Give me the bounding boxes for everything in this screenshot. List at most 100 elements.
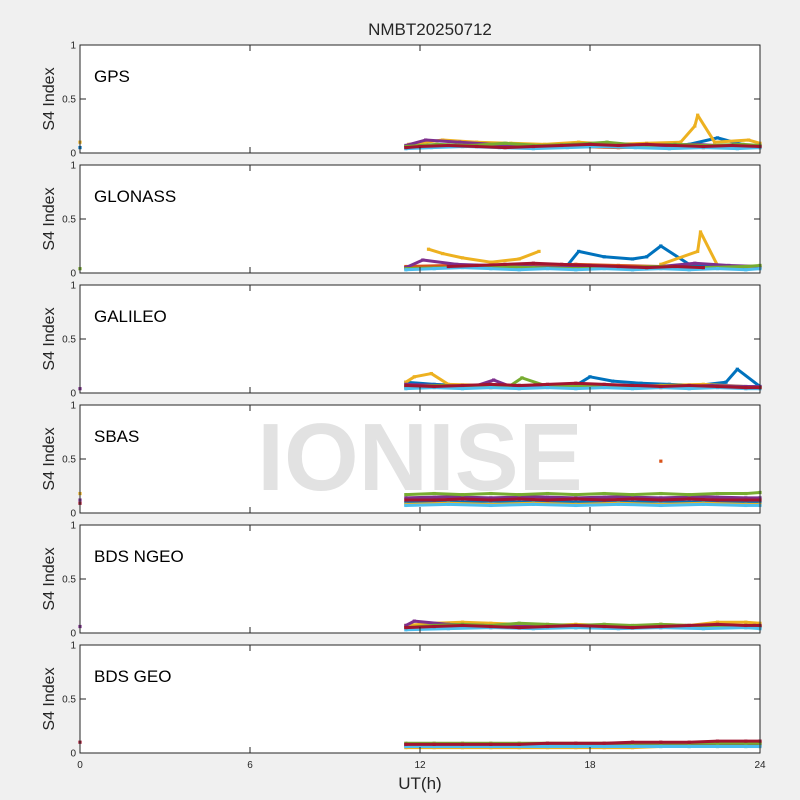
series-trace: [533, 502, 576, 507]
series-trace: [490, 265, 534, 270]
data-point: [446, 264, 450, 269]
series-trace: [519, 741, 548, 746]
series-trace: [717, 267, 746, 272]
series-trace: [645, 244, 662, 258]
series-trace: [405, 627, 449, 632]
series-trace: [547, 497, 576, 502]
x-tick-label: 12: [414, 760, 426, 771]
series-trace: [660, 626, 704, 631]
y-tick-label: 0.5: [62, 575, 76, 586]
data-point: [517, 493, 521, 497]
data-points-galileo: [78, 367, 762, 391]
series-trace: [462, 266, 491, 271]
series-trace: [589, 263, 619, 269]
series-trace: [434, 383, 463, 389]
axes-layer: 0 0.5 1 GPS S4 Index 0 0.5 1 GLONASS S4 Index 0 0.5…: [41, 41, 766, 772]
series-trace: [519, 621, 548, 626]
series-trace: [736, 368, 761, 388]
panel-label-gps: GPS: [94, 67, 130, 86]
series-trace: [646, 265, 676, 270]
data-point: [730, 143, 734, 148]
series-trace: [462, 492, 491, 497]
series-trace: [660, 244, 690, 266]
series-trace: [519, 386, 548, 391]
series-trace: [490, 267, 520, 272]
data-point: [602, 744, 606, 749]
y-tick-label: 0: [70, 149, 76, 160]
series-trace: [632, 255, 647, 261]
series-trace: [519, 625, 548, 630]
series-trace: [604, 382, 633, 387]
series-trace: [618, 265, 647, 270]
series-trace: [646, 142, 676, 147]
series-trace: [745, 267, 761, 272]
series-trace: [604, 492, 633, 497]
panel-label-glonass: GLONASS: [94, 187, 176, 206]
data-point: [577, 140, 581, 144]
series-trace: [575, 495, 619, 500]
series-trace: [448, 495, 491, 500]
series-trace: [703, 143, 732, 149]
series-trace: [476, 145, 506, 150]
series-trace: [632, 622, 661, 627]
data-points-sbas: [78, 459, 762, 508]
series-trace: [703, 495, 746, 500]
y-tick-label: 1: [70, 641, 76, 652]
series-trace: [612, 379, 642, 385]
y-tick-label: 1: [70, 41, 76, 52]
series-trace: [575, 381, 605, 386]
series-trace: [745, 626, 761, 631]
data-point: [435, 142, 439, 146]
series-trace: [462, 256, 492, 264]
x-tick-label: 24: [754, 760, 766, 771]
data-point: [698, 230, 703, 234]
y-axis-label: S4 Index: [41, 67, 58, 130]
series-trace: [699, 231, 719, 267]
series-trace: [414, 372, 432, 379]
data-point: [611, 379, 615, 383]
panel-label-bds-ngeo: BDS NGEO: [94, 547, 184, 566]
series-trace: [547, 492, 576, 497]
panel-label-sbas: SBAS: [94, 427, 139, 446]
data-point: [517, 621, 521, 625]
data-point: [503, 262, 507, 266]
data-point: [517, 383, 521, 388]
y-tick-label: 0: [70, 389, 76, 400]
series-trace: [405, 495, 449, 500]
panel-sbas: 0 0.5 1 SBAS S4 Index: [41, 401, 762, 520]
data-point: [687, 623, 691, 628]
series-trace: [428, 247, 444, 255]
series-trace: [618, 502, 661, 507]
series-trace: [604, 255, 633, 261]
y-tick-label: 1: [70, 401, 76, 412]
series-trace: [703, 626, 746, 631]
series-trace: [689, 383, 718, 389]
data-point: [645, 255, 649, 259]
y-tick-label: 0.5: [62, 695, 76, 706]
series-trace: [434, 623, 463, 629]
figure-title: NMBT20250712: [368, 20, 492, 39]
series-trace: [745, 263, 761, 269]
series-trace: [604, 386, 633, 391]
series-trace: [425, 138, 460, 144]
series-trace: [442, 252, 463, 260]
data-point: [602, 498, 606, 502]
y-tick-label: 0.5: [62, 455, 76, 466]
series-trace: [578, 249, 605, 259]
series-trace: [405, 492, 435, 497]
series-trace: [745, 490, 761, 496]
data-point: [460, 620, 465, 624]
series-trace: [604, 267, 633, 272]
data-point: [517, 268, 521, 272]
series-trace: [632, 267, 661, 272]
series-trace: [567, 145, 602, 150]
data-point: [426, 247, 431, 251]
series-trace: [504, 145, 534, 150]
series-trace: [575, 502, 619, 507]
series-trace: [589, 375, 613, 383]
series-trace: [533, 495, 576, 500]
y-tick-label: 0.5: [62, 335, 76, 346]
panel-label-bds-geo: BDS GEO: [94, 667, 171, 686]
data-point: [537, 249, 541, 253]
